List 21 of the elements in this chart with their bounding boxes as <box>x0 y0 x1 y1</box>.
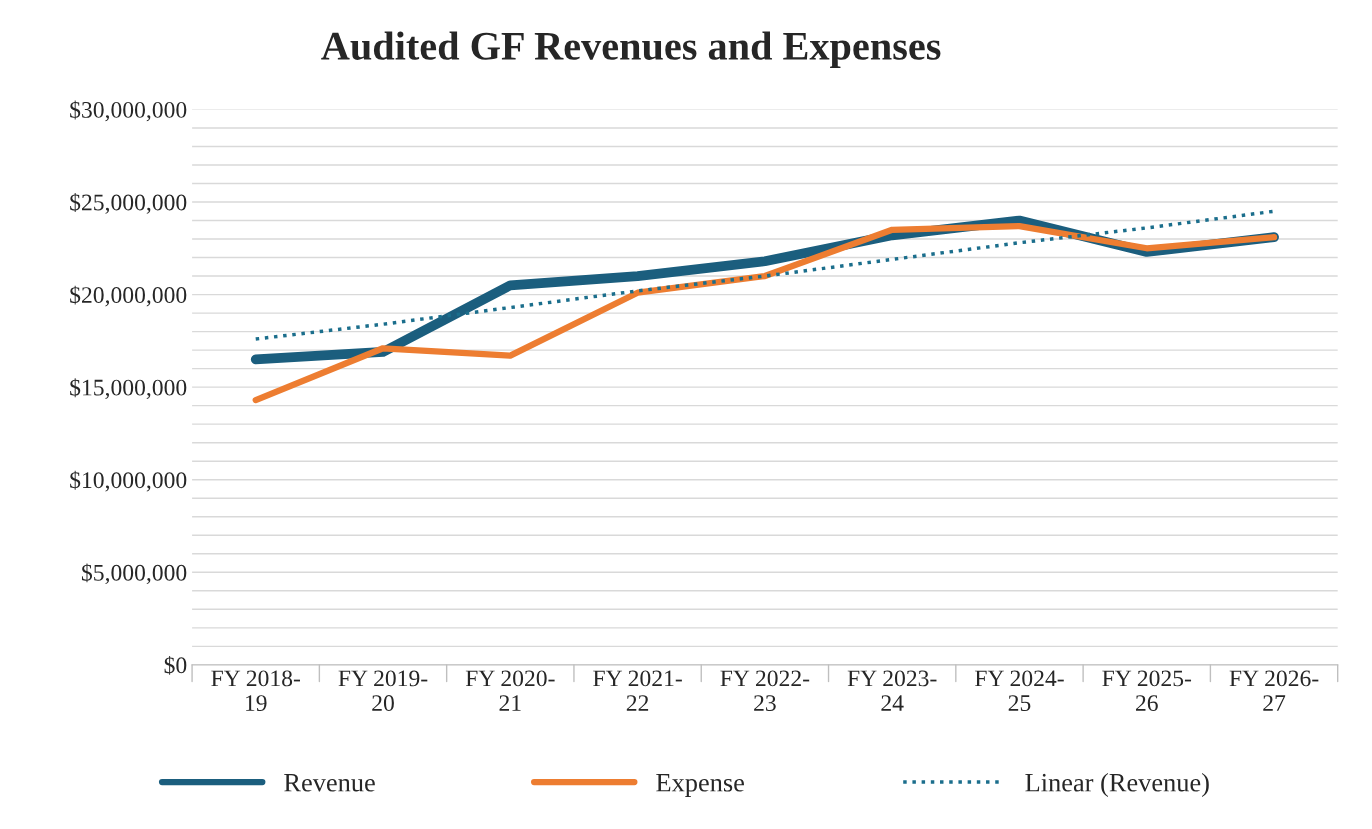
x-tick-label: FY 2019- 20 <box>338 670 428 712</box>
y-tick-label: $15,000,000 <box>70 378 187 399</box>
y-tick-label: $25,000,000 <box>70 193 187 214</box>
x-tick-label: FY 2018- 19 <box>211 670 301 712</box>
x-tick-label: FY 2026- 27 <box>1229 670 1319 711</box>
x-tick-label: FY 2025- 26 <box>1102 670 1192 712</box>
x-tick-label: FY 2024- 25 <box>975 670 1064 712</box>
x-tick-label: FY 2022- 23 <box>720 670 810 712</box>
y-tick-label: $30,000,000 <box>70 100 187 122</box>
legend-label: Expense <box>656 774 744 797</box>
x-tick-label: FY 2023- 24 <box>847 670 937 711</box>
chart-title: Audited GF Revenues and Expenses <box>321 31 941 68</box>
legend-label: Revenue <box>284 774 375 792</box>
x-tick-label: FY 2020- 21 <box>465 670 555 711</box>
line-series <box>253 209 1276 341</box>
y-tick-label: $10,000,000 <box>70 470 187 492</box>
y-tick-label: $0 <box>164 655 187 675</box>
x-tick-label: FY 2021- 22 <box>593 670 682 711</box>
y-tick-label: $5,000,000 <box>81 563 187 585</box>
y-tick-label: $20,000,000 <box>70 285 187 307</box>
legend-label: Linear (Revenue) <box>1025 773 1209 797</box>
